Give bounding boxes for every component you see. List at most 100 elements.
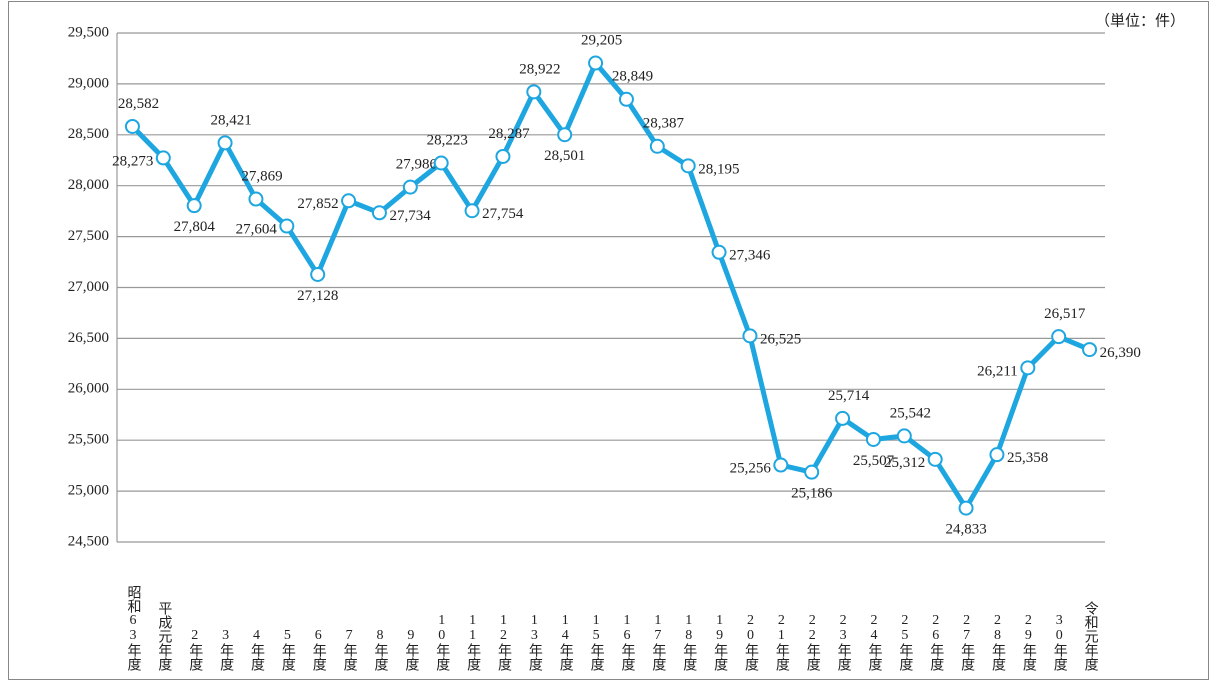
marker [773,457,789,473]
line [130,60,1091,511]
x-tick-label: 9年度 [403,628,419,671]
marker [896,428,912,444]
x-tick-label: 11年度 [465,613,481,671]
data-label: 27,128 [297,288,338,304]
marker [1051,329,1067,345]
x-tick-label: 28年度 [989,613,1005,671]
marker [989,447,1005,463]
marker [958,500,974,516]
x-tick-label: 27年度 [959,613,975,671]
y-tick-label: 25,500 [68,432,109,448]
marker [588,55,604,71]
x-tick-label: 昭和63年度 [125,585,141,671]
data-label: 25,542 [890,405,931,421]
marker [371,205,387,221]
marker [1020,360,1036,376]
x-tick-label: 14年度 [557,613,573,671]
y-tick-label: 27,500 [68,228,109,244]
data-label: 29,205 [581,32,622,48]
marker [186,198,202,214]
marker [155,150,171,166]
y-tick-label: 26,500 [68,330,109,346]
data-label: 26,517 [1044,306,1086,322]
data-label: 27,986 [396,157,438,173]
data-label: 25,507 [853,453,895,469]
x-tick-label: 29年度 [1020,613,1036,671]
data-label: 28,922 [519,61,560,77]
data-label: 26,390 [1100,345,1141,361]
marker [526,84,542,100]
x-tick-label: 13年度 [526,613,542,671]
x-tick-label: 21年度 [773,613,789,671]
x-tick-label: 16年度 [619,613,635,671]
y-tick-label: 29,500 [68,24,109,40]
y-tick-label: 28,500 [68,126,109,142]
data-label: 24,833 [945,522,986,538]
x-tick-label: 15年度 [588,613,604,671]
x-tick-label: 令和元年度 [1082,601,1098,671]
x-tick-label: 25年度 [897,613,913,671]
data-label: 25,256 [730,460,772,476]
y-tick-label: 29,000 [68,75,109,91]
data-label: 28,849 [612,69,653,85]
x-tick-label: 12年度 [495,613,511,671]
marker [279,218,295,234]
x-tick-label: 20年度 [742,613,758,671]
y-tick-label: 25,000 [68,483,109,499]
marker [804,464,820,480]
x-tick-label: 5年度 [279,628,295,671]
data-label: 27,852 [297,196,338,212]
x-tick-label: 30年度 [1051,613,1067,671]
marker [927,451,943,467]
data-label: 28,223 [427,132,468,148]
x-tick-label: 23年度 [835,613,851,671]
x-tick-label: 7年度 [341,628,357,671]
x-tick-label: 24年度 [866,613,882,671]
marker [341,193,357,209]
marker [124,118,140,134]
x-tick-label: 22年度 [804,613,820,671]
data-label: 27,754 [482,206,524,222]
x-tick-label: 4年度 [248,628,264,671]
x-tick-label: 18年度 [681,613,697,671]
y-tick-label: 27,000 [68,279,109,295]
data-label: 27,869 [241,168,282,184]
marker [1082,342,1098,358]
marker [680,158,696,174]
data-label: 25,358 [1007,450,1048,466]
x-tick-label: 2年度 [187,628,203,671]
x-tick-label: 19年度 [712,613,728,671]
data-label: 28,421 [210,112,251,128]
y-tick-label: 26,000 [68,381,109,397]
y-tick-label: 24,500 [68,533,109,549]
x-tick-label: 17年度 [650,613,666,671]
data-label: 25,714 [828,388,870,404]
data-label: 27,804 [174,219,216,235]
data-label: 25,186 [791,486,833,502]
data-label: 26,525 [760,331,801,347]
x-tick-label: 3年度 [218,628,234,671]
chart-border [8,1,1209,680]
marker [835,410,851,426]
data-label: 28,501 [544,148,585,164]
marker [557,127,573,143]
data-label: 28,273 [112,153,153,169]
data-label: 28,387 [643,116,685,132]
marker [217,135,233,151]
marker [618,91,634,107]
marker [248,191,264,207]
y-tick-label: 28,000 [68,177,109,193]
data-label: 28,287 [488,126,530,142]
marker [865,431,881,447]
marker [310,266,326,282]
data-label: 25,312 [884,455,925,471]
data-label: 28,582 [118,96,159,112]
x-tick-label: 平成元年度 [156,601,172,671]
unit-label: （単位：件） [1095,12,1185,29]
data-label: 26,211 [977,363,1018,379]
x-tick-label: 26年度 [928,613,944,671]
data-label: 27,734 [389,208,431,224]
marker [495,148,511,164]
marker [433,155,449,171]
